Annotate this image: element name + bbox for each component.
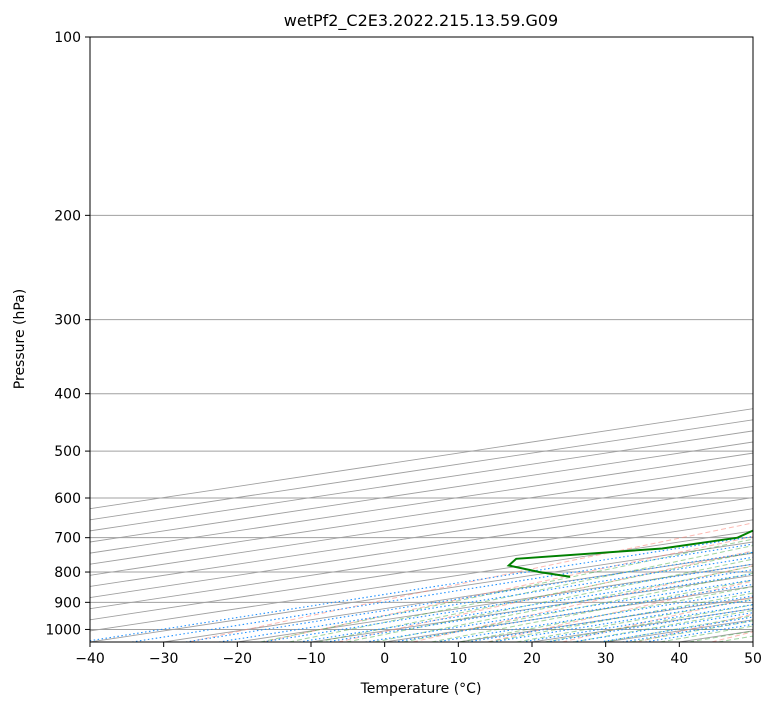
y-axis-label: Pressure (hPa) bbox=[12, 289, 28, 389]
y-tick-label: 100 bbox=[54, 30, 81, 46]
moist-adiabat bbox=[346, 558, 753, 642]
y-tick-label: 300 bbox=[54, 313, 81, 329]
isotherm-line bbox=[90, 530, 753, 632]
isotherm-line bbox=[90, 474, 753, 576]
y-tick-label: 600 bbox=[54, 491, 81, 507]
x-axis-label: Temperature (°C) bbox=[360, 681, 482, 697]
x-tick-label: −20 bbox=[223, 651, 253, 667]
x-tick-label: −40 bbox=[75, 651, 105, 667]
moist-adiabat bbox=[459, 586, 753, 642]
y-tick-label: 200 bbox=[54, 208, 81, 224]
dry-adiabat bbox=[188, 522, 753, 642]
y-axis: 100 200 300 400 500 600 700 800 900 1000 bbox=[45, 30, 90, 638]
isotherm-line bbox=[752, 641, 753, 642]
y-tick-label: 1000 bbox=[45, 622, 81, 638]
isotherm-line bbox=[90, 452, 753, 554]
isotherm-line bbox=[90, 485, 753, 587]
x-tick-label: 40 bbox=[670, 651, 688, 667]
moist-adiabat bbox=[317, 551, 753, 642]
dry-adiabat bbox=[338, 550, 753, 642]
x-tick-label: −10 bbox=[296, 651, 326, 667]
mixing-ratio-line bbox=[394, 583, 753, 642]
x-tick-label: 0 bbox=[380, 651, 389, 667]
x-tick-label: 30 bbox=[597, 651, 615, 667]
moist-adiabat bbox=[403, 572, 753, 642]
isotherm-line bbox=[90, 441, 753, 543]
chart-title: wetPf2_C2E3.2022.215.13.59.G09 bbox=[284, 11, 558, 31]
dewpoint-profile-line bbox=[506, 529, 753, 578]
y-tick-label: 900 bbox=[54, 595, 81, 611]
mixing-ratio-line bbox=[185, 551, 753, 642]
x-axis: −40 −30 −20 −10 0 10 20 30 40 50 bbox=[75, 642, 762, 667]
mixing-ratio-line bbox=[299, 569, 753, 642]
y-tick-label: 700 bbox=[54, 531, 81, 547]
x-tick-label: 10 bbox=[449, 651, 467, 667]
profiles bbox=[506, 529, 753, 578]
dry-adiabat bbox=[487, 580, 753, 642]
y-tick-label: 500 bbox=[54, 444, 81, 460]
isotherm-line bbox=[90, 508, 753, 610]
x-tick-label: 20 bbox=[523, 651, 541, 667]
mixing-ratio-line bbox=[326, 573, 753, 642]
moist-adiabat bbox=[516, 598, 753, 642]
plot-area-background bbox=[90, 37, 753, 642]
y-tick-label: 400 bbox=[54, 387, 81, 403]
isotherm-line bbox=[90, 519, 753, 621]
isotherm-line bbox=[90, 463, 753, 565]
background-lines bbox=[90, 37, 753, 642]
x-tick-label: 50 bbox=[744, 651, 762, 667]
mixing-ratio-line bbox=[365, 579, 753, 642]
plot-frame bbox=[89, 36, 754, 643]
y-tick-label: 800 bbox=[54, 565, 81, 581]
isotherm-line bbox=[90, 497, 753, 599]
x-tick-label: −30 bbox=[149, 651, 179, 667]
